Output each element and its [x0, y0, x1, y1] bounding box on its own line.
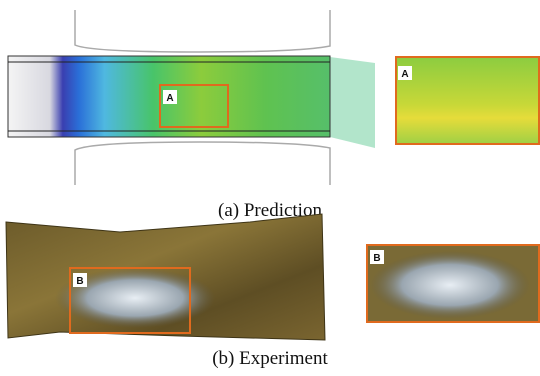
- inset-label: B: [373, 253, 380, 264]
- zoom-label: B: [76, 276, 83, 287]
- inset-surface: [370, 251, 530, 319]
- experiment-panel: B B (b) Experiment: [6, 214, 539, 369]
- caption: (b) Experiment: [212, 348, 328, 369]
- prediction-panel: A A (a) Prediction: [8, 10, 539, 221]
- upper-die: [75, 10, 330, 52]
- figure: A A (a) Prediction B B (b) Experiment: [0, 0, 540, 376]
- lower-die: [75, 142, 330, 185]
- inset-label: A: [401, 69, 408, 80]
- inset: [396, 57, 539, 144]
- zoom-label: A: [166, 93, 173, 104]
- tube-end: [330, 57, 375, 148]
